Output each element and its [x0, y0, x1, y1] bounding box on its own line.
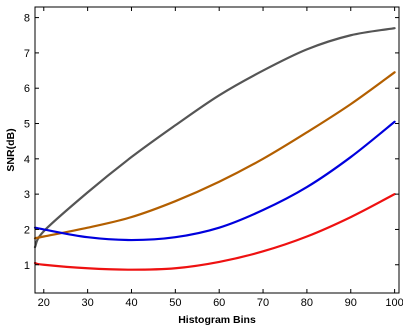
x-axis-label: Histogram Bins: [178, 314, 256, 326]
x-tick-label: 20: [38, 297, 50, 309]
y-tick-label: 1: [24, 260, 30, 272]
series-line-3: [33, 120, 396, 242]
x-tick-label: 40: [125, 297, 137, 309]
x-axis-ticks: 20 30 40 50 60 70 80 90 100: [38, 7, 403, 309]
y-axis-ticks: 1 2 3 4 5 6 7 8: [24, 13, 399, 272]
series-line-1: [33, 27, 396, 249]
plot-frame: [34, 6, 400, 294]
y-tick-label: 3: [24, 189, 30, 201]
y-tick-label: 6: [24, 83, 30, 95]
x-tick-label: 50: [169, 297, 181, 309]
series-line-4: [33, 193, 396, 271]
series-layer: [33, 27, 396, 271]
x-tick-label: 90: [345, 297, 357, 309]
x-tick-label: 60: [213, 297, 225, 309]
x-tick-label: 70: [257, 297, 269, 309]
y-tick-label: 8: [24, 13, 30, 25]
y-tick-label: 4: [24, 154, 30, 166]
y-axis-label: SNR(dB): [5, 128, 17, 171]
plot-area: [35, 7, 399, 293]
y-tick-label: 2: [24, 224, 30, 236]
y-tick-label: 5: [24, 119, 30, 131]
x-tick-label: 30: [82, 297, 94, 309]
x-tick-label: 80: [301, 297, 313, 309]
y-tick-label: 7: [24, 48, 30, 60]
x-tick-label: 100: [385, 297, 403, 309]
